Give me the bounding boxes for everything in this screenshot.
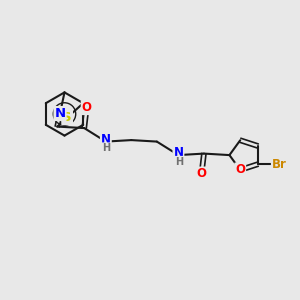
Text: O: O xyxy=(196,167,206,181)
Text: H: H xyxy=(102,143,110,153)
Text: N: N xyxy=(173,146,183,159)
Text: N: N xyxy=(54,107,66,120)
Text: O: O xyxy=(82,101,92,114)
Text: N: N xyxy=(101,133,111,146)
Text: S: S xyxy=(62,111,72,124)
Text: O: O xyxy=(235,164,245,176)
Text: Br: Br xyxy=(272,158,287,171)
Text: H: H xyxy=(175,157,183,167)
